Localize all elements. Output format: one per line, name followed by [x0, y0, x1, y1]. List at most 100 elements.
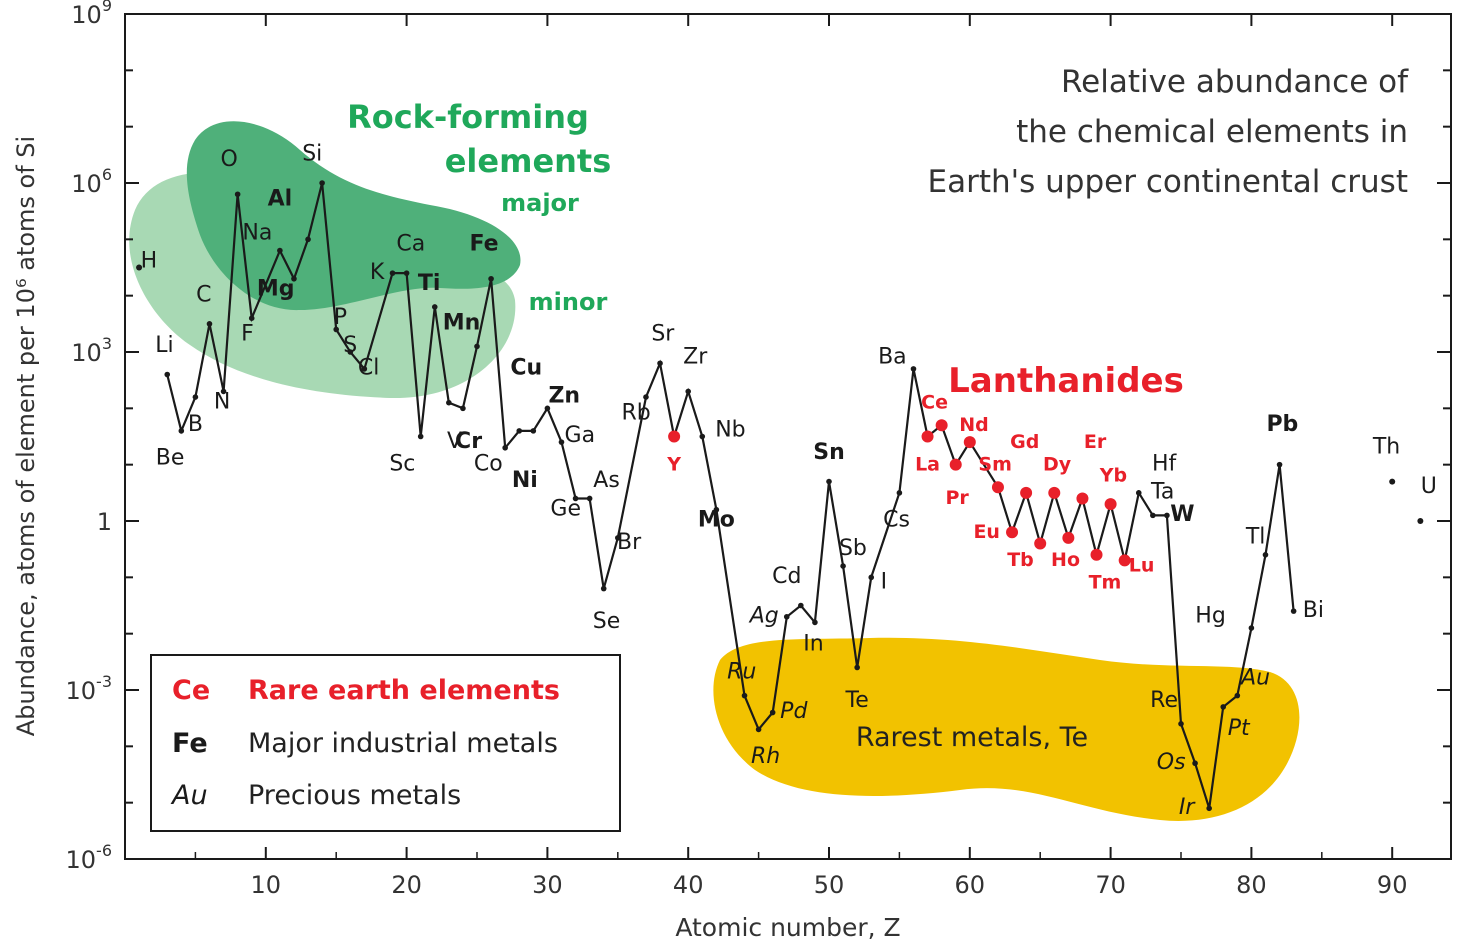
element-label: Pt	[1228, 716, 1251, 741]
element-label: Cl	[358, 356, 379, 381]
rare-earth-point	[963, 436, 976, 449]
element-label: Rh	[751, 744, 780, 769]
data-point	[277, 247, 283, 254]
element-label: Tm	[1089, 572, 1122, 594]
data-point	[812, 619, 818, 626]
x-tick-label: 20	[391, 871, 422, 899]
data-point	[431, 304, 438, 310]
x-tick-label: 60	[955, 871, 986, 899]
element-label: Lu	[1129, 555, 1155, 577]
element-label: Ta	[1150, 479, 1174, 504]
data-point	[319, 180, 325, 186]
data-point	[333, 326, 340, 333]
x-tick-label: 70	[1095, 871, 1126, 899]
element-label: Cr	[455, 429, 482, 454]
data-point	[755, 726, 762, 733]
element-label: Pd	[780, 699, 808, 724]
rare-earth-point	[1020, 486, 1033, 499]
element-label: Y	[666, 453, 681, 475]
element-label: Co	[474, 451, 503, 476]
data-point	[417, 433, 424, 440]
rarest-metals-label: Rarest metals, Te	[856, 722, 1088, 753]
rare-earth-point	[1048, 486, 1061, 499]
element-label: Al	[268, 187, 293, 212]
element-label: Be	[156, 446, 185, 471]
element-label: Hg	[1195, 603, 1226, 628]
rare-earth-point	[1006, 526, 1019, 539]
data-point	[446, 399, 452, 406]
element-label: S	[343, 333, 357, 358]
data-point	[1290, 608, 1297, 614]
element-label: Te	[845, 688, 869, 713]
rare-earth-point	[991, 481, 1004, 494]
element-label: F	[241, 322, 254, 347]
element-label: N	[214, 389, 230, 414]
data-point	[741, 692, 748, 699]
data-point	[220, 388, 227, 395]
element-label: Re	[1150, 688, 1178, 713]
rare-earth-point	[1090, 548, 1103, 561]
element-label: V	[447, 429, 462, 454]
element-label: Ce	[921, 391, 948, 413]
element-label: Sb	[839, 536, 867, 561]
y-tick-label: 1	[97, 508, 112, 536]
data-point	[769, 709, 776, 716]
element-label: Zn	[548, 384, 580, 409]
element-label: Cu	[510, 356, 542, 381]
data-point	[1389, 478, 1396, 485]
data-point	[854, 664, 860, 671]
element-label: Ru	[727, 660, 756, 685]
region-rarest-metals	[713, 637, 1300, 821]
legend-box	[150, 654, 621, 832]
element-label: Nb	[715, 418, 745, 443]
rock-forming-label-line1: Rock-forming	[347, 98, 589, 136]
data-point	[544, 405, 551, 412]
element-label: Bi	[1303, 598, 1324, 623]
data-point	[1135, 490, 1142, 496]
data-point	[248, 315, 255, 322]
element-label: Se	[593, 609, 621, 634]
element-label: Pb	[1266, 412, 1298, 437]
rare-earth-point	[1062, 531, 1075, 544]
data-point	[460, 405, 466, 412]
title-line-3: Earth's upper continental crust	[928, 164, 1409, 200]
element-label: Au	[1239, 665, 1270, 690]
data-point	[1150, 512, 1156, 519]
data-point	[600, 585, 607, 592]
element-label: Sc	[389, 451, 415, 476]
element-label: Os	[1157, 750, 1186, 775]
y-tick-label: 10-3	[66, 672, 113, 705]
legend-item-industrial: Fe Major industrial metals	[172, 728, 558, 759]
element-label: Ba	[878, 344, 907, 369]
element-label: Hf	[1152, 451, 1178, 476]
x-tick-label: 10	[251, 871, 282, 899]
y-axis-label: Abundance, atoms of element per 10⁶ atom…	[12, 136, 40, 736]
data-point	[572, 495, 579, 502]
data-point	[910, 366, 917, 372]
regions	[129, 121, 1300, 821]
element-label: Tb	[1007, 549, 1034, 571]
data-point	[488, 275, 494, 282]
rare-earth-point	[921, 430, 934, 443]
legend-symbol: Au	[170, 780, 208, 811]
element-label: Nd	[959, 414, 989, 436]
element-label: Tl	[1245, 525, 1266, 550]
element-label: Rb	[621, 401, 650, 426]
legend-label: Rare earth elements	[248, 675, 560, 706]
element-label: U	[1421, 474, 1437, 499]
data-point	[643, 394, 649, 400]
data-point	[685, 388, 691, 395]
element-label: Cd	[772, 564, 801, 589]
x-tick-label: 30	[532, 871, 563, 899]
data-point	[516, 428, 523, 434]
y-tick-label: 106	[71, 165, 112, 198]
data-point	[1178, 721, 1184, 727]
legend: Ce Rare earth elements Fe Major industri…	[150, 654, 621, 832]
data-point	[713, 506, 720, 513]
data-point	[1276, 461, 1283, 468]
element-label: W	[1170, 502, 1194, 527]
data-point	[783, 613, 790, 620]
data-point	[192, 394, 199, 400]
